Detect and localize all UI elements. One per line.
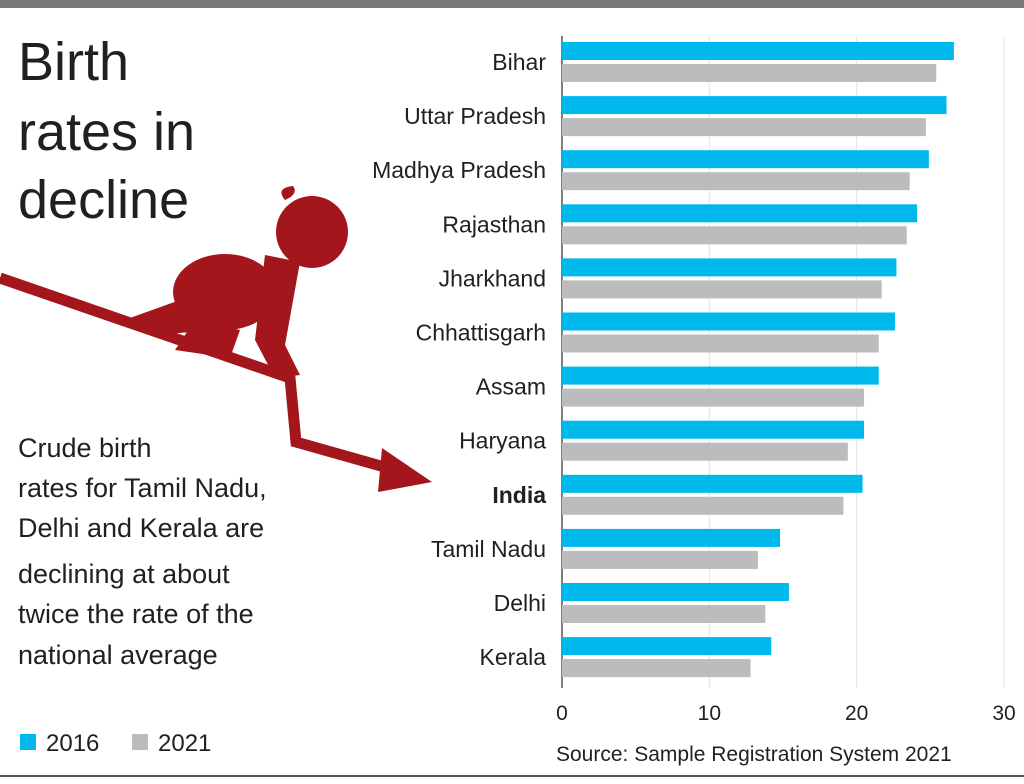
category-label: Jharkhand	[439, 265, 546, 291]
x-tick-label: 10	[698, 702, 721, 725]
bar-2016-india	[562, 474, 863, 493]
bar-2021-delhi	[562, 605, 766, 623]
top-border	[0, 0, 1024, 8]
description-line: national average	[18, 640, 218, 670]
bar-2016-kerala	[562, 637, 772, 656]
bar-2016-uttar-pradesh	[562, 96, 947, 115]
downward-arrow-icon	[0, 272, 432, 492]
category-label: Assam	[476, 374, 546, 400]
category-label: Rajasthan	[442, 211, 546, 237]
x-tick-label: 30	[992, 702, 1015, 725]
bar-2021-tamil-nadu	[562, 550, 758, 569]
category-label: Chhattisgarh	[416, 320, 546, 346]
category-label: Delhi	[494, 590, 546, 616]
bar-2016-bihar	[562, 42, 954, 60]
title: Birth rates in decline	[18, 32, 195, 230]
bar-2016-rajasthan	[562, 204, 918, 223]
bar-2021-chhattisgarh	[562, 334, 879, 353]
description-line: twice the rate of the	[18, 599, 254, 629]
baby-crawling-icon	[130, 186, 348, 378]
description-line: Delhi and Kerala are	[18, 513, 264, 543]
bar-2021-india	[562, 496, 844, 515]
bars	[562, 42, 954, 678]
bar-2016-delhi	[562, 583, 789, 601]
source-note: Source: Sample Registration System 2021	[556, 743, 952, 766]
bar-2016-madhya-pradesh	[562, 150, 929, 169]
description: Crude birth rates for Tamil Nadu, Delhi …	[18, 433, 267, 670]
bar-2016-jharkhand	[562, 258, 897, 277]
legend-label-2016: 2016	[46, 730, 99, 757]
bar-2021-bihar	[562, 64, 937, 82]
legend-swatch-2021	[132, 734, 148, 750]
bar-2021-madhya-pradesh	[562, 172, 910, 191]
bar-2021-uttar-pradesh	[562, 118, 926, 137]
grid	[561, 36, 1005, 688]
bar-2021-haryana	[562, 442, 848, 461]
bar-2016-haryana	[562, 420, 865, 439]
x-tick-label: 20	[845, 702, 868, 725]
category-label: Haryana	[459, 428, 546, 454]
bar-2021-kerala	[562, 659, 751, 678]
category-label: Uttar Pradesh	[404, 103, 546, 129]
x-tick-labels: 0 10 20 30	[556, 702, 1016, 725]
x-tick-label: 0	[556, 702, 568, 725]
category-label: Madhya Pradesh	[372, 157, 546, 183]
legend-label-2021: 2021	[158, 730, 211, 757]
category-label: Tamil Nadu	[431, 536, 546, 562]
bar-2016-tamil-nadu	[562, 528, 781, 547]
bar-2021-rajasthan	[562, 226, 907, 245]
category-label: Bihar	[492, 49, 546, 75]
category-label: Kerala	[480, 644, 547, 670]
legend: 2016 2021	[20, 730, 211, 757]
title-line: Birth	[18, 32, 129, 92]
category-label: India	[492, 482, 546, 508]
bar-2016-assam	[562, 366, 879, 385]
bar-2016-chhattisgarh	[562, 312, 895, 331]
bar-2021-jharkhand	[562, 280, 882, 299]
category-labels: Bihar Uttar Pradesh Madhya Pradesh Rajastha…	[372, 49, 546, 670]
legend-swatch-2016	[20, 734, 36, 750]
bar-2021-assam	[562, 388, 865, 407]
title-line: rates in	[18, 102, 195, 162]
description-line: declining at about	[18, 559, 230, 589]
title-line: decline	[18, 170, 189, 230]
description-line: Crude birth	[18, 433, 152, 463]
description-line: rates for Tamil Nadu,	[18, 473, 267, 503]
